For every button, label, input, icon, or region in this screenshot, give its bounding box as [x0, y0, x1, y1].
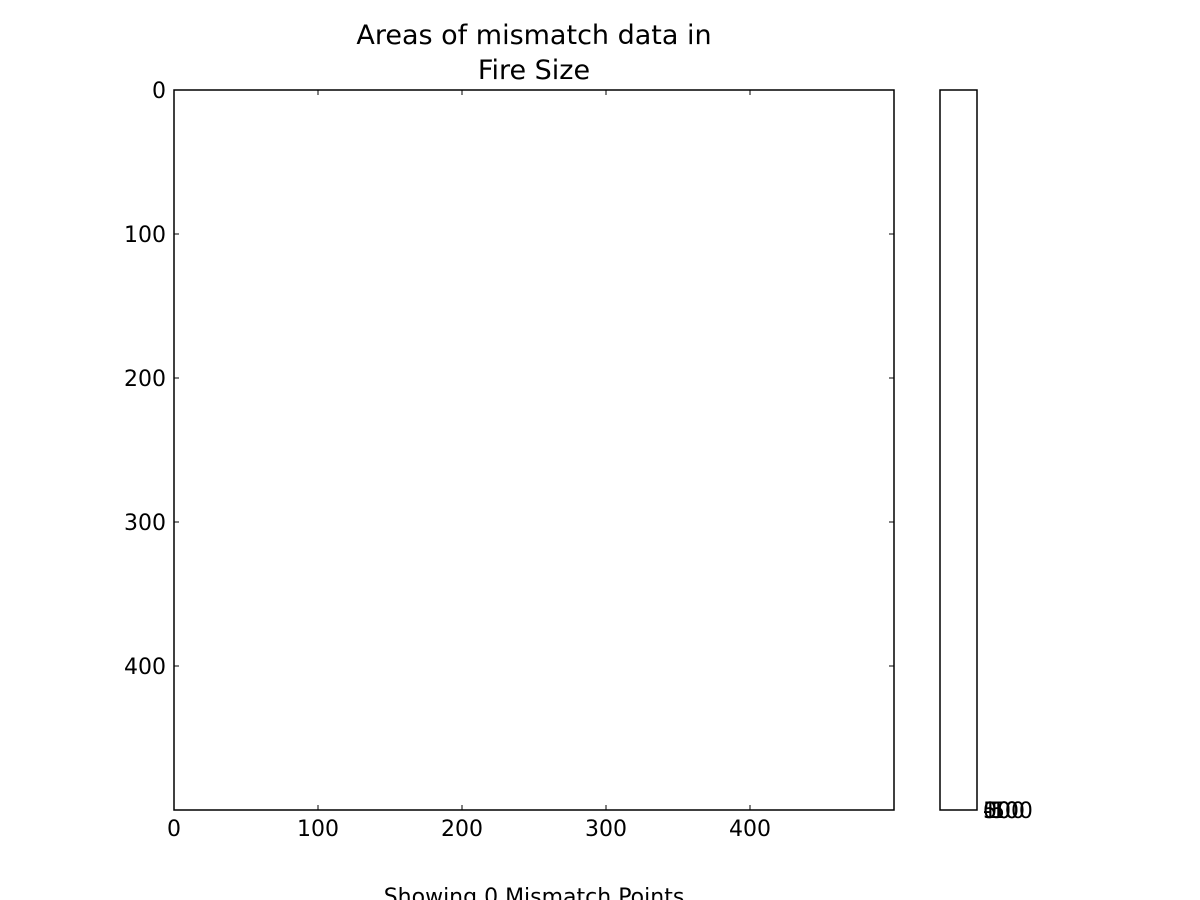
chart-title: Fire Size: [478, 55, 590, 86]
x-tick-label: 0: [167, 817, 181, 842]
y-tick-label: 100: [124, 223, 166, 248]
colorbar-tick-label: 50: [983, 799, 1011, 824]
x-tick-label: 100: [297, 817, 339, 842]
colorbar-tick-label: 100: [983, 799, 1025, 824]
colorbar-tick-label: -50: [983, 799, 1019, 824]
plot-area: [173, 89, 895, 811]
colorbar: [939, 89, 978, 811]
y-tick-label: 400: [124, 655, 166, 680]
chart-title: Areas of mismatch data in: [356, 20, 711, 51]
colorbar-tick-label: 0: [983, 799, 997, 824]
x-tick-label: 300: [585, 817, 627, 842]
y-tick-label: 0: [152, 79, 166, 104]
y-tick-label: 200: [124, 367, 166, 392]
x-tick-label: 400: [729, 817, 771, 842]
colorbar-tick-label: -100: [983, 799, 1033, 824]
y-tick-label: 300: [124, 511, 166, 536]
x-tick-label: 200: [441, 817, 483, 842]
x-axis-label: Showing 0 Mismatch Points: [384, 885, 685, 900]
